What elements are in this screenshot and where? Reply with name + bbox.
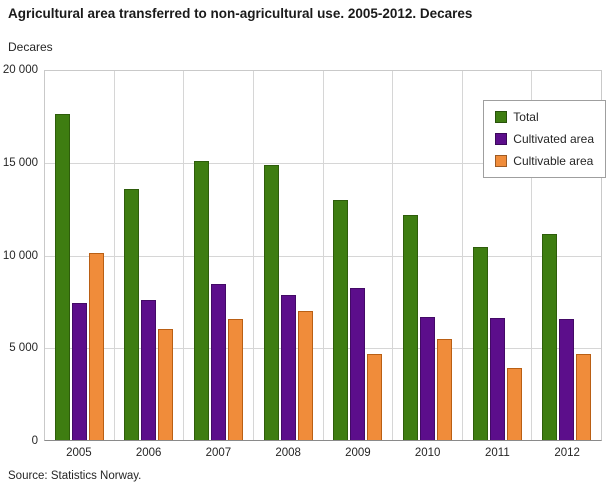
bar-total-2009 <box>333 200 349 440</box>
x-axis-label-2005: 2005 <box>66 447 92 459</box>
x-axis-label-2009: 2009 <box>345 447 371 459</box>
x-axis-label-2011: 2011 <box>485 447 510 459</box>
legend-label: Cultivated area <box>513 132 594 146</box>
bar-cultivated-area-2009 <box>350 287 366 440</box>
bar-group-2011 <box>463 71 533 440</box>
legend-item-cultivable-area[interactable]: Cultivable area <box>495 154 594 168</box>
bar-cultivable-area-2008 <box>297 310 313 440</box>
bar-group-2009 <box>324 71 394 440</box>
legend-label: Total <box>513 110 539 124</box>
bar-total-2010 <box>402 214 418 440</box>
x-axis-label-2006: 2006 <box>135 447 162 459</box>
bar-cultivable-area-2009 <box>367 354 383 440</box>
legend-swatch-cultivated-area <box>495 133 508 145</box>
source-text: Source: Statistics Norway. <box>8 470 142 482</box>
bar-cultivable-area-2012 <box>576 354 592 440</box>
bar-total-2012 <box>542 234 558 440</box>
bar-cultivated-area-2005 <box>71 303 87 440</box>
legend-swatch-total <box>495 111 508 123</box>
bar-cultivated-area-2011 <box>489 318 505 440</box>
chart-title: Agricultural area transferred to non-agr… <box>8 6 473 21</box>
y-tick-label: 15 000 <box>2 156 38 169</box>
bar-group-2008 <box>254 71 324 440</box>
bar-total-2006 <box>124 189 140 440</box>
legend: Total Cultivated area Cultivable area <box>483 100 606 178</box>
bar-cultivated-area-2008 <box>280 295 296 440</box>
bar-total-2005 <box>54 114 70 440</box>
bar-cultivated-area-2007 <box>211 284 227 440</box>
y-tick-label: 20 000 <box>2 64 38 76</box>
bar-cultivable-area-2010 <box>436 338 452 440</box>
bar-cultivated-area-2006 <box>141 299 157 440</box>
bar-cultivable-area-2011 <box>506 368 522 440</box>
bar-cultivable-area-2006 <box>158 329 174 440</box>
bar-cultivable-area-2005 <box>88 252 104 440</box>
bar-group-2005 <box>45 71 115 440</box>
x-axis-label-2007: 2007 <box>205 447 232 459</box>
y-axis: 20 000 15 000 10 000 5 000 0 <box>0 64 38 447</box>
bar-group-2006 <box>115 71 185 440</box>
legend-item-total[interactable]: Total <box>495 110 594 124</box>
legend-label: Cultivable area <box>513 154 594 168</box>
y-axis-title: Decares <box>8 40 53 54</box>
x-axis-label-2012: 2012 <box>554 447 580 459</box>
x-axis-label-2010: 2010 <box>414 447 441 459</box>
bar-cultivated-area-2012 <box>559 319 575 440</box>
legend-swatch-cultivable-area <box>495 155 508 167</box>
bar-group-2010 <box>393 71 463 440</box>
bar-group-2012 <box>532 71 601 440</box>
legend-item-cultivated-area[interactable]: Cultivated area <box>495 132 594 146</box>
bar-cultivable-area-2007 <box>228 319 244 440</box>
x-axis: 2005 2006 2007 2008 2009 2010 2011 2012 <box>44 447 602 459</box>
y-tick-label: 10 000 <box>2 249 38 262</box>
bar-total-2007 <box>194 161 210 440</box>
bar-cultivated-area-2010 <box>419 317 435 440</box>
bar-group-2007 <box>184 71 254 440</box>
y-tick-label: 5 000 <box>9 342 38 355</box>
y-tick-label: 0 <box>31 435 38 447</box>
bar-total-2011 <box>472 247 488 440</box>
x-axis-label-2008: 2008 <box>275 447 301 459</box>
bar-total-2008 <box>263 165 279 440</box>
